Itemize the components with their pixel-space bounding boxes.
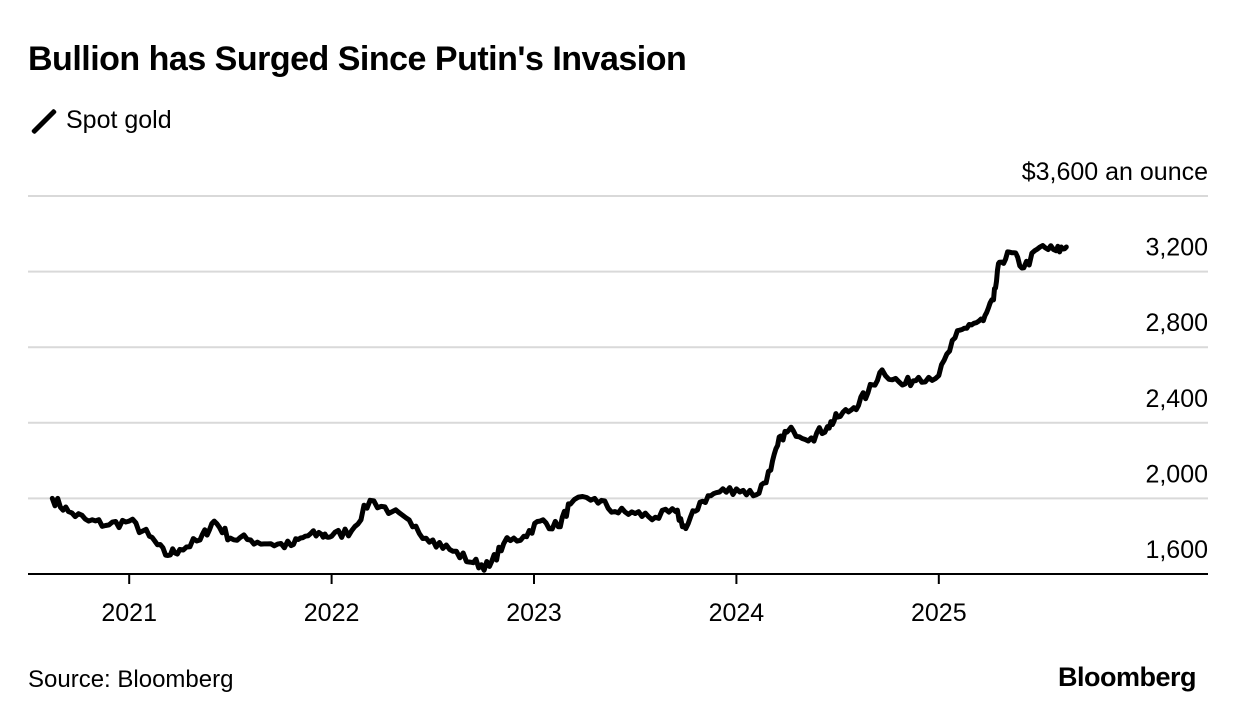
data-point [303,534,308,539]
data-point [471,560,476,565]
data-point [349,528,355,533]
y-tick-label: 3,200 [1145,234,1208,262]
data-point [713,490,719,495]
series-group [49,243,1069,573]
source-note: Source: Bloomberg [28,666,234,693]
data-point [268,541,274,546]
data-point [592,496,597,501]
data-point [1009,250,1014,255]
data-point [127,518,132,524]
data-point [809,435,814,441]
data-point [879,367,885,373]
data-point [653,515,658,520]
data-point [1053,248,1059,254]
data-point [916,375,921,380]
gridlines [28,195,1208,500]
x-tick-label: 2021 [101,599,157,627]
data-point [288,543,294,548]
data-point [487,564,492,569]
data-point [86,518,91,524]
data-point [556,524,561,529]
data-point [197,537,203,543]
y-tick-label: 2,000 [1145,460,1208,488]
data-point [537,518,543,524]
y-tick-label: 2,800 [1145,309,1208,337]
data-point [865,390,871,395]
x-axis: 2021 2022 2023 2024 2025 [28,573,1208,627]
legend-label: Spot gold [66,106,172,134]
data-point [367,498,373,503]
data-point [754,492,759,497]
bloomberg-logo: Bloomberg [1057,662,1197,692]
data-point [612,509,618,514]
data-point [106,522,112,528]
data-point [673,509,678,514]
data-point [825,424,830,429]
x-tick-label: 2022 [304,599,360,627]
data-point [177,547,183,552]
data-point [410,524,415,529]
data-point [900,382,905,388]
data-point [329,534,334,539]
data-point [163,552,168,558]
x-tick-label: 2023 [506,599,562,627]
data-point [697,499,703,505]
series-line-spot-gold [49,243,1069,573]
data-point [1037,244,1043,250]
y-tick-label: 1,600 [1145,536,1208,564]
data-point [952,335,958,340]
data-point [50,496,55,501]
x-tick-label: 2025 [911,599,967,627]
data-point [228,535,233,541]
data-point [147,534,152,539]
y-tick-label: $3,600 an ounce [1022,158,1208,186]
data-point [966,322,972,327]
data-point [212,518,217,524]
data-point [319,532,324,537]
data-point [683,526,689,531]
data-point [936,373,942,378]
chart-title: Bullion has Surged Since Putin's Invasio… [28,40,687,78]
data-point [790,428,796,433]
data-point [997,259,1002,265]
data-point [768,467,774,473]
data-point [430,537,436,543]
data-point [521,534,527,539]
data-point [991,297,996,303]
data-point [66,509,71,514]
data-point [501,541,506,546]
data-point [1064,244,1069,250]
data-point [778,433,784,439]
y-tick-label: 2,400 [1145,385,1208,413]
data-point [248,537,253,543]
data-point [633,511,638,516]
data-point [450,549,456,554]
y-axis-labels: 1,600 2,000 2,400 2,800 3,200 $3,600 an ounce [1022,158,1208,564]
data-point [851,405,856,410]
data-point [981,318,986,323]
data-point [734,486,739,492]
x-tick-label: 2024 [709,599,765,627]
data-point [835,414,840,420]
data-point [1021,265,1027,271]
legend: Spot gold [30,106,172,135]
data-point [568,501,573,507]
data-point [390,509,395,514]
